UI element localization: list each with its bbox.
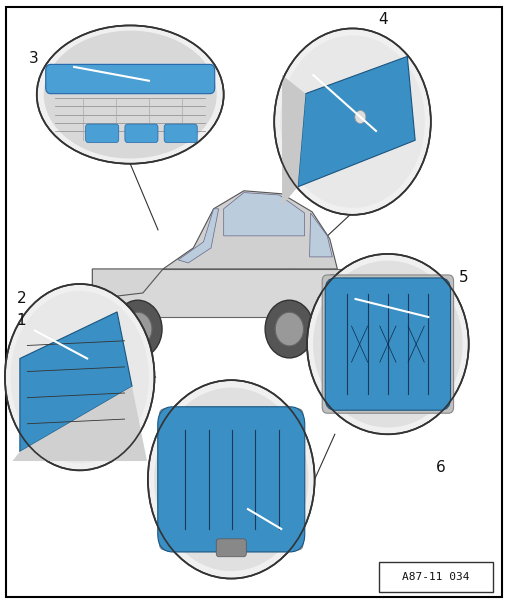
Circle shape [123, 312, 152, 346]
Ellipse shape [44, 31, 217, 158]
Polygon shape [224, 193, 304, 236]
FancyBboxPatch shape [86, 124, 119, 143]
Circle shape [328, 279, 336, 289]
Circle shape [265, 300, 313, 358]
Ellipse shape [11, 291, 149, 463]
Text: A87-11 034: A87-11 034 [402, 572, 469, 582]
Text: 1: 1 [17, 312, 26, 327]
FancyBboxPatch shape [322, 275, 454, 413]
Ellipse shape [154, 388, 308, 571]
Polygon shape [92, 293, 108, 317]
FancyBboxPatch shape [125, 124, 158, 143]
Text: 5: 5 [459, 271, 468, 286]
Ellipse shape [313, 261, 463, 428]
Polygon shape [92, 269, 163, 299]
Circle shape [355, 111, 366, 123]
Ellipse shape [280, 36, 425, 208]
FancyBboxPatch shape [325, 278, 451, 410]
Bar [379, 562, 493, 592]
Polygon shape [20, 312, 132, 452]
Text: 6: 6 [436, 460, 446, 475]
Circle shape [325, 275, 340, 293]
Circle shape [275, 312, 303, 346]
Polygon shape [309, 213, 332, 257]
Polygon shape [282, 75, 305, 205]
Text: 4: 4 [378, 12, 388, 27]
FancyBboxPatch shape [158, 406, 305, 552]
Polygon shape [178, 209, 218, 263]
Ellipse shape [5, 284, 154, 471]
Ellipse shape [307, 254, 469, 434]
Polygon shape [163, 191, 337, 269]
Ellipse shape [274, 28, 431, 215]
Polygon shape [92, 269, 345, 317]
FancyBboxPatch shape [46, 65, 215, 94]
Text: 3: 3 [29, 51, 39, 66]
Polygon shape [298, 56, 415, 187]
Ellipse shape [148, 380, 314, 579]
FancyBboxPatch shape [216, 539, 246, 557]
FancyBboxPatch shape [164, 124, 197, 143]
Circle shape [114, 300, 162, 358]
Ellipse shape [37, 25, 224, 164]
FancyBboxPatch shape [160, 409, 303, 550]
Polygon shape [12, 387, 147, 461]
Text: 2: 2 [17, 292, 26, 306]
